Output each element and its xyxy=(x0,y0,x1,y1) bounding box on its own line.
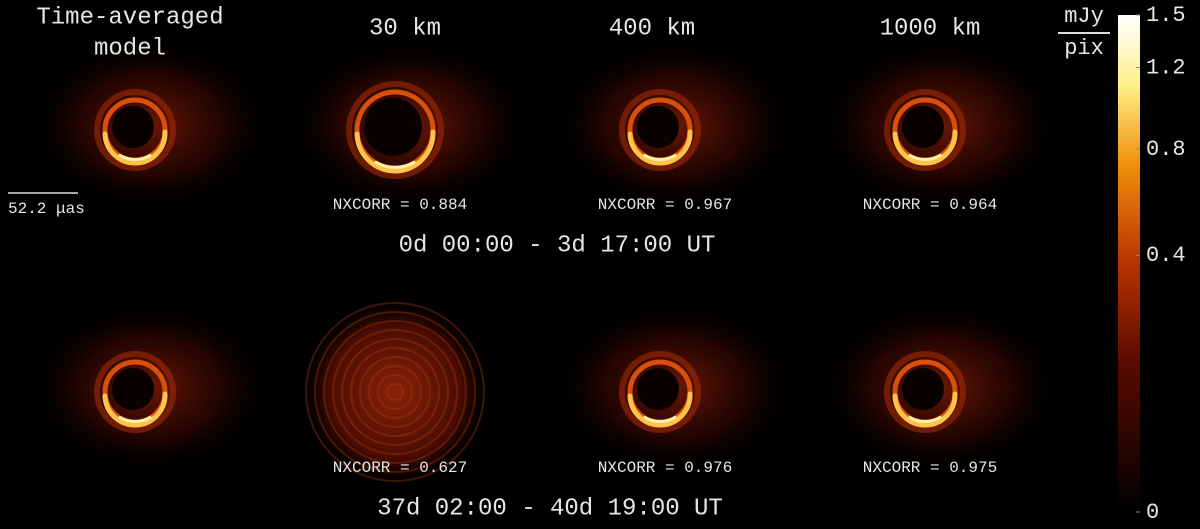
ring xyxy=(346,81,444,179)
ripple xyxy=(323,320,467,464)
ripple xyxy=(377,374,413,410)
time-range: 0d 00:00 - 3d 17:00 UT xyxy=(399,232,716,259)
ring xyxy=(619,351,701,433)
column-header: 30 km xyxy=(369,15,441,42)
colorbar-unit: mJy xyxy=(1064,4,1104,29)
crescent xyxy=(627,129,693,166)
model-label: model xyxy=(94,35,166,62)
ripple xyxy=(341,338,449,446)
nxcorr-label: NXCORR = 0.975 xyxy=(863,459,997,477)
crescent-core xyxy=(374,160,416,169)
panels xyxy=(30,40,1060,487)
crescent xyxy=(892,391,958,428)
ring xyxy=(619,89,701,171)
ring xyxy=(884,89,966,171)
ripple xyxy=(350,347,440,437)
tick-label: 1.2 xyxy=(1146,55,1186,80)
image-panel xyxy=(30,40,270,210)
shadow xyxy=(112,368,154,410)
image-panel xyxy=(820,40,1060,210)
model-label: Time-averaged xyxy=(36,4,223,31)
crescent-core xyxy=(643,416,677,423)
nxcorr-label: NXCORR = 0.884 xyxy=(333,196,467,214)
ripple xyxy=(368,365,422,419)
tick-label: 0 xyxy=(1146,500,1159,525)
tick-label: 1.5 xyxy=(1146,3,1186,28)
colorbar-unit: pix xyxy=(1064,36,1104,61)
time-range: 37d 02:00 - 40d 19:00 UT xyxy=(377,495,723,522)
crescent xyxy=(627,391,693,428)
crescent-core xyxy=(908,416,942,423)
nxcorr-label: NXCORR = 0.964 xyxy=(863,196,997,214)
crescent xyxy=(354,129,436,174)
colorbar xyxy=(1118,15,1140,512)
shadow xyxy=(637,106,679,148)
glow xyxy=(300,297,490,487)
shadow xyxy=(902,106,944,148)
ripple xyxy=(314,311,476,473)
image-panel xyxy=(820,302,1060,472)
ripple xyxy=(305,302,485,482)
image-panel xyxy=(290,40,530,210)
ripple xyxy=(332,329,458,455)
column-header: 1000 km xyxy=(880,15,981,42)
crescent xyxy=(892,129,958,166)
crescent xyxy=(102,129,168,166)
shadow xyxy=(637,368,679,410)
ring xyxy=(94,351,176,433)
image-panel xyxy=(555,40,795,210)
image-panel xyxy=(300,297,490,487)
nxcorr-label: NXCORR = 0.967 xyxy=(598,196,732,214)
shadow xyxy=(364,98,422,156)
shadow xyxy=(112,106,154,148)
ripple xyxy=(359,356,431,428)
crescent-core xyxy=(908,154,942,161)
ring xyxy=(94,89,176,171)
crescent-core xyxy=(118,416,152,423)
image-panel xyxy=(30,302,270,472)
crescent-core xyxy=(643,154,677,161)
colorbar-ticks: 0 0.4 0.8 1.2 1.5 xyxy=(1136,3,1186,525)
crescent-core xyxy=(118,154,152,161)
nxcorr-label: NXCORR = 0.627 xyxy=(333,459,467,477)
scale-bar-label: 52.2 μas xyxy=(8,200,85,218)
tick-label: 0.4 xyxy=(1146,243,1186,268)
ring xyxy=(884,351,966,433)
column-header: 400 km xyxy=(609,15,695,42)
shadow xyxy=(902,368,944,410)
nxcorr-label: NXCORR = 0.976 xyxy=(598,459,732,477)
image-panel xyxy=(555,302,795,472)
tick-label: 0.8 xyxy=(1146,137,1186,162)
ripple xyxy=(386,383,404,401)
crescent xyxy=(102,391,168,428)
